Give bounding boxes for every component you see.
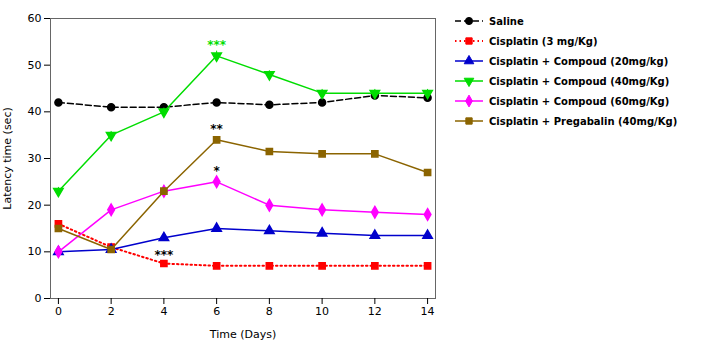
html-text:Cisplatin + Compoud (60mg/Kg): Cisplatin + Compoud (60mg/Kg) (489, 95, 670, 107)
html-text:Saline: Saline (489, 15, 524, 27)
svg-text:6: 6 (213, 305, 220, 318)
svg-text:30: 30 (28, 152, 42, 165)
svg-text:**: ** (210, 122, 223, 136)
svg-text:4: 4 (160, 305, 167, 318)
html-text:Cisplatin + Compoud (20mg/kg): Cisplatin + Compoud (20mg/kg) (489, 55, 669, 67)
svg-text:0: 0 (55, 305, 62, 318)
svg-text:20: 20 (28, 199, 42, 212)
svg-text:50: 50 (28, 59, 42, 72)
svg-text:0: 0 (35, 292, 42, 305)
svg-text:***: *** (154, 248, 174, 262)
html-text:Cisplatin + Compoud (40mg/Kg): Cisplatin + Compoud (40mg/Kg) (489, 75, 670, 87)
svg-text:14: 14 (421, 305, 435, 318)
svg-text:Latency time (sec): Latency time (sec) (1, 107, 14, 209)
svg-text:8: 8 (266, 305, 273, 318)
html-text:Cisplatin + Pregabalin (40mg/K: Cisplatin + Pregabalin (40mg/Kg) (489, 115, 678, 127)
svg-text:Time (Days): Time (Days) (209, 328, 276, 341)
svg-text:*: * (213, 164, 220, 178)
svg-text:60: 60 (28, 12, 42, 25)
svg-text:40: 40 (28, 105, 42, 118)
svg-text:***: *** (207, 38, 227, 52)
svg-text:10: 10 (28, 245, 42, 258)
svg-text:10: 10 (315, 305, 329, 318)
html-text:Cisplatin (3 mg/Kg): Cisplatin (3 mg/Kg) (489, 35, 598, 47)
svg-text:12: 12 (368, 305, 382, 318)
svg-text:2: 2 (108, 305, 115, 318)
